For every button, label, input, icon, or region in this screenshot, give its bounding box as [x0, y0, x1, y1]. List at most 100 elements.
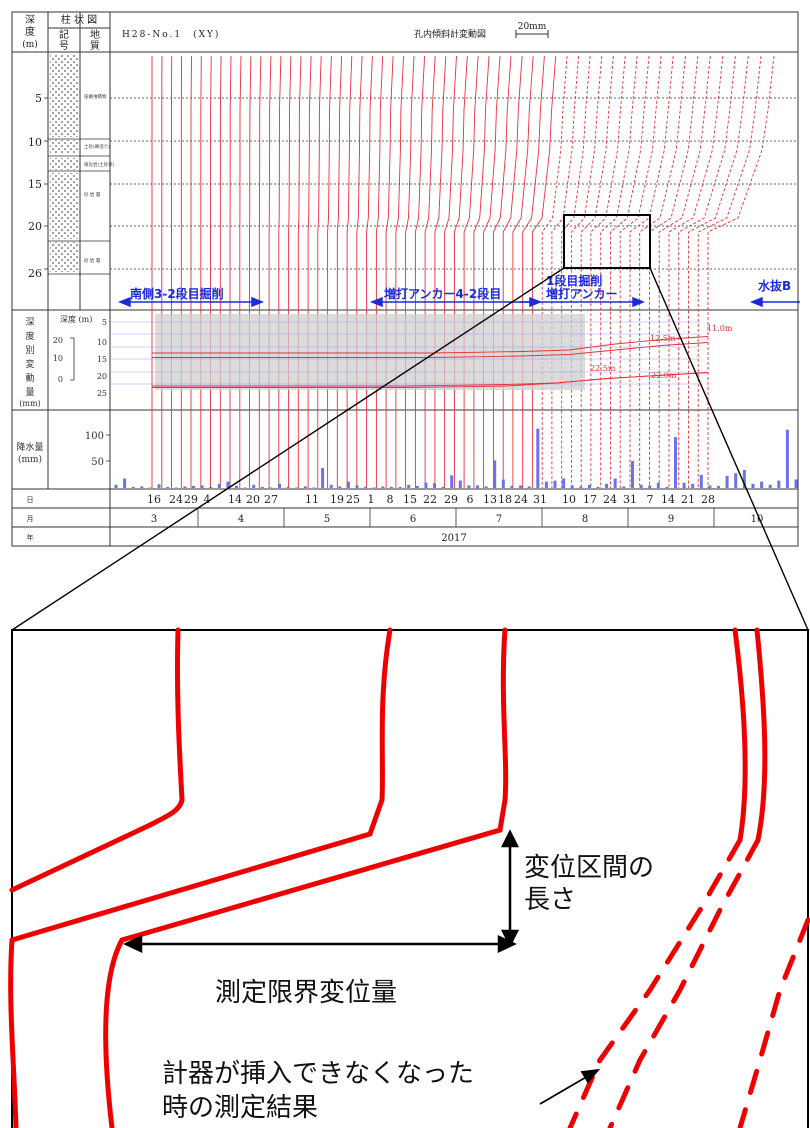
day-tick: 7 [647, 493, 654, 506]
rain-bar [519, 485, 523, 489]
day-tick: 1 [368, 493, 375, 506]
rain-bar [760, 481, 764, 488]
profile-line [278, 55, 282, 488]
rain-bar [114, 484, 118, 488]
profile-line [356, 55, 363, 488]
rain-bar [131, 486, 135, 488]
depth-header-char-1: 深 [25, 14, 35, 26]
day-tick: 21 [681, 493, 695, 506]
day-tick: 16 [147, 493, 161, 506]
rain-bar [355, 485, 359, 489]
rain-bar [329, 484, 333, 488]
month-label: 5 [324, 514, 330, 525]
rain-bar [226, 481, 230, 488]
profile-line [697, 55, 762, 488]
rain-bar [777, 480, 781, 488]
rain-bar [166, 486, 170, 488]
annotation-first-excavation: 1段目掘削 [546, 273, 602, 288]
failure-pointer [539, 1068, 601, 1105]
rain-bar [656, 482, 660, 488]
interval-arrow [500, 829, 520, 948]
profile-line [434, 55, 447, 488]
panel-depth-tick: 10 [97, 338, 107, 347]
rain-bar [235, 485, 238, 488]
day-tick: 22 [423, 493, 437, 506]
annotation-extra-anchor-4: 増打アンカー4-2段目 [384, 286, 501, 301]
day-tick: 20 [246, 493, 260, 506]
profile-line [258, 55, 262, 488]
panel-series-line [152, 336, 709, 354]
day-tick: 19 [330, 493, 344, 506]
profile-line [190, 55, 192, 488]
rain-bar [501, 479, 505, 488]
rain-bar [364, 486, 368, 488]
rainfall-tick: 50 [91, 457, 104, 468]
profile-line [629, 55, 674, 488]
rainfall-unit: (mm) [18, 454, 42, 465]
geology-label: 砂 岩 層 [84, 257, 100, 264]
rain-bar [372, 487, 376, 488]
zoom-frame [11, 629, 809, 1128]
zoom-profile-line [9, 627, 393, 943]
rain-bar [785, 429, 789, 488]
rain-bar [648, 485, 652, 489]
rain-bar [768, 484, 772, 488]
day-tick: 8 [387, 493, 394, 506]
annotation-extra-anchor: 増打アンカー [546, 286, 618, 301]
panel-unit: (mm) [19, 399, 40, 408]
series-label-12m: 12.5m [650, 334, 676, 343]
rain-bar [553, 480, 557, 488]
rain-bar [398, 486, 402, 488]
profile-line [307, 55, 312, 488]
rain-bar [243, 487, 247, 488]
rain-bar [544, 481, 548, 488]
profile-line [346, 55, 353, 488]
zoom-profile-line [8, 939, 19, 1128]
rain-bar [407, 484, 411, 488]
profile-line [473, 55, 490, 488]
profile-line [249, 55, 252, 488]
rain-bar [467, 485, 471, 489]
zoom-profile-line [754, 627, 768, 843]
geology-labels: 崖錐堆積物 土砂(礫混り) 風化岩(土砂状) 砂 岩 層 砂 岩 層 [84, 93, 115, 264]
rain-bar [734, 473, 738, 488]
annotation-south-excavation: 南側3-2段目掘削 [130, 286, 224, 301]
day-tick: 24 [169, 493, 183, 506]
rainfall-tick: 100 [85, 431, 104, 442]
day-tick: 29 [444, 493, 458, 506]
profile-line [649, 55, 699, 488]
insertion-failure-label: 計器が挿入できなくなった時の測定結果 [162, 1059, 474, 1123]
day-tick: 31 [623, 493, 637, 506]
profile-line [639, 55, 686, 488]
rain-bar [717, 485, 720, 488]
rain-bar [476, 485, 479, 489]
month-label: 10 [751, 514, 764, 525]
panel-scale-tick: 20 [53, 336, 63, 345]
rain-bar [536, 428, 540, 488]
symbol-header-1: 記 [59, 28, 69, 41]
rain-bar [639, 484, 643, 488]
profile-line [483, 55, 501, 488]
depth-displacement-panel: 深 度 別 変 動 量 (mm) 深度 (m) 20 10 0 5 10 15 … [19, 314, 733, 408]
depth-tick: 5 [35, 92, 42, 105]
rain-bar [579, 486, 583, 488]
chart-title: 孔内傾斜計変動図 [414, 28, 486, 40]
rain-bar [209, 486, 213, 488]
measurement-limit-label: 測定限界変位量 [215, 978, 397, 1008]
day-tick: 11 [305, 493, 319, 506]
month-label: 6 [410, 514, 416, 525]
profile-line [268, 55, 272, 488]
series-label-22m: 22.0m [651, 371, 677, 380]
rain-bar [346, 481, 350, 488]
rain-bar [157, 484, 161, 488]
rain-bar [278, 483, 281, 488]
depth-tick: 20 [28, 220, 42, 233]
profile-line [600, 55, 638, 488]
month-row-label: 月 [27, 515, 34, 523]
day-tick: 17 [583, 493, 597, 506]
rain-bar [389, 486, 393, 488]
month-label: 9 [668, 514, 674, 525]
rain-bars [114, 428, 798, 489]
displacement-band [155, 314, 585, 390]
